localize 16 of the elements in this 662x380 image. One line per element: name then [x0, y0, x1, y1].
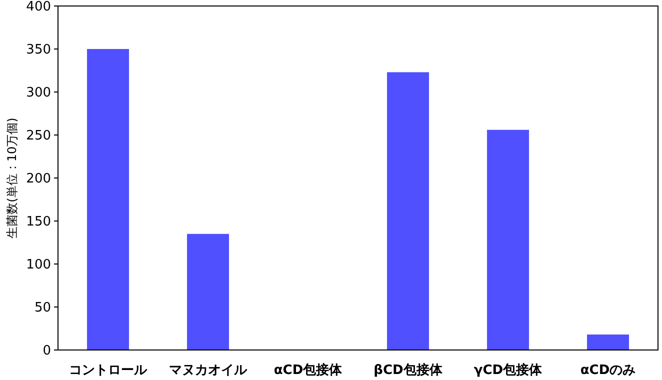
y-tick-label: 300: [26, 86, 51, 100]
y-tick-label: 0: [42, 344, 51, 358]
y-tick-label: 150: [26, 214, 51, 230]
x-tick-label: コントロール: [69, 363, 148, 378]
y-tick-label: 250: [26, 128, 51, 144]
y-axis-title: 生菌数(単位：10万個): [5, 118, 19, 238]
x-tick-label: γCD包接体: [474, 362, 544, 378]
x-tick-label: マヌカオイル: [169, 363, 248, 378]
y-tick-label: 400: [26, 0, 51, 14]
y-tick-label: 100: [26, 258, 51, 272]
y-tick-label: 50: [34, 300, 51, 316]
x-tick-label: αCDのみ: [580, 363, 636, 378]
x-tick-label: αCD包接体: [274, 362, 344, 378]
x-tick-label: βCD包接体: [374, 362, 444, 378]
y-tick-label: 350: [26, 42, 51, 58]
y-tick-label: 200: [26, 172, 51, 186]
